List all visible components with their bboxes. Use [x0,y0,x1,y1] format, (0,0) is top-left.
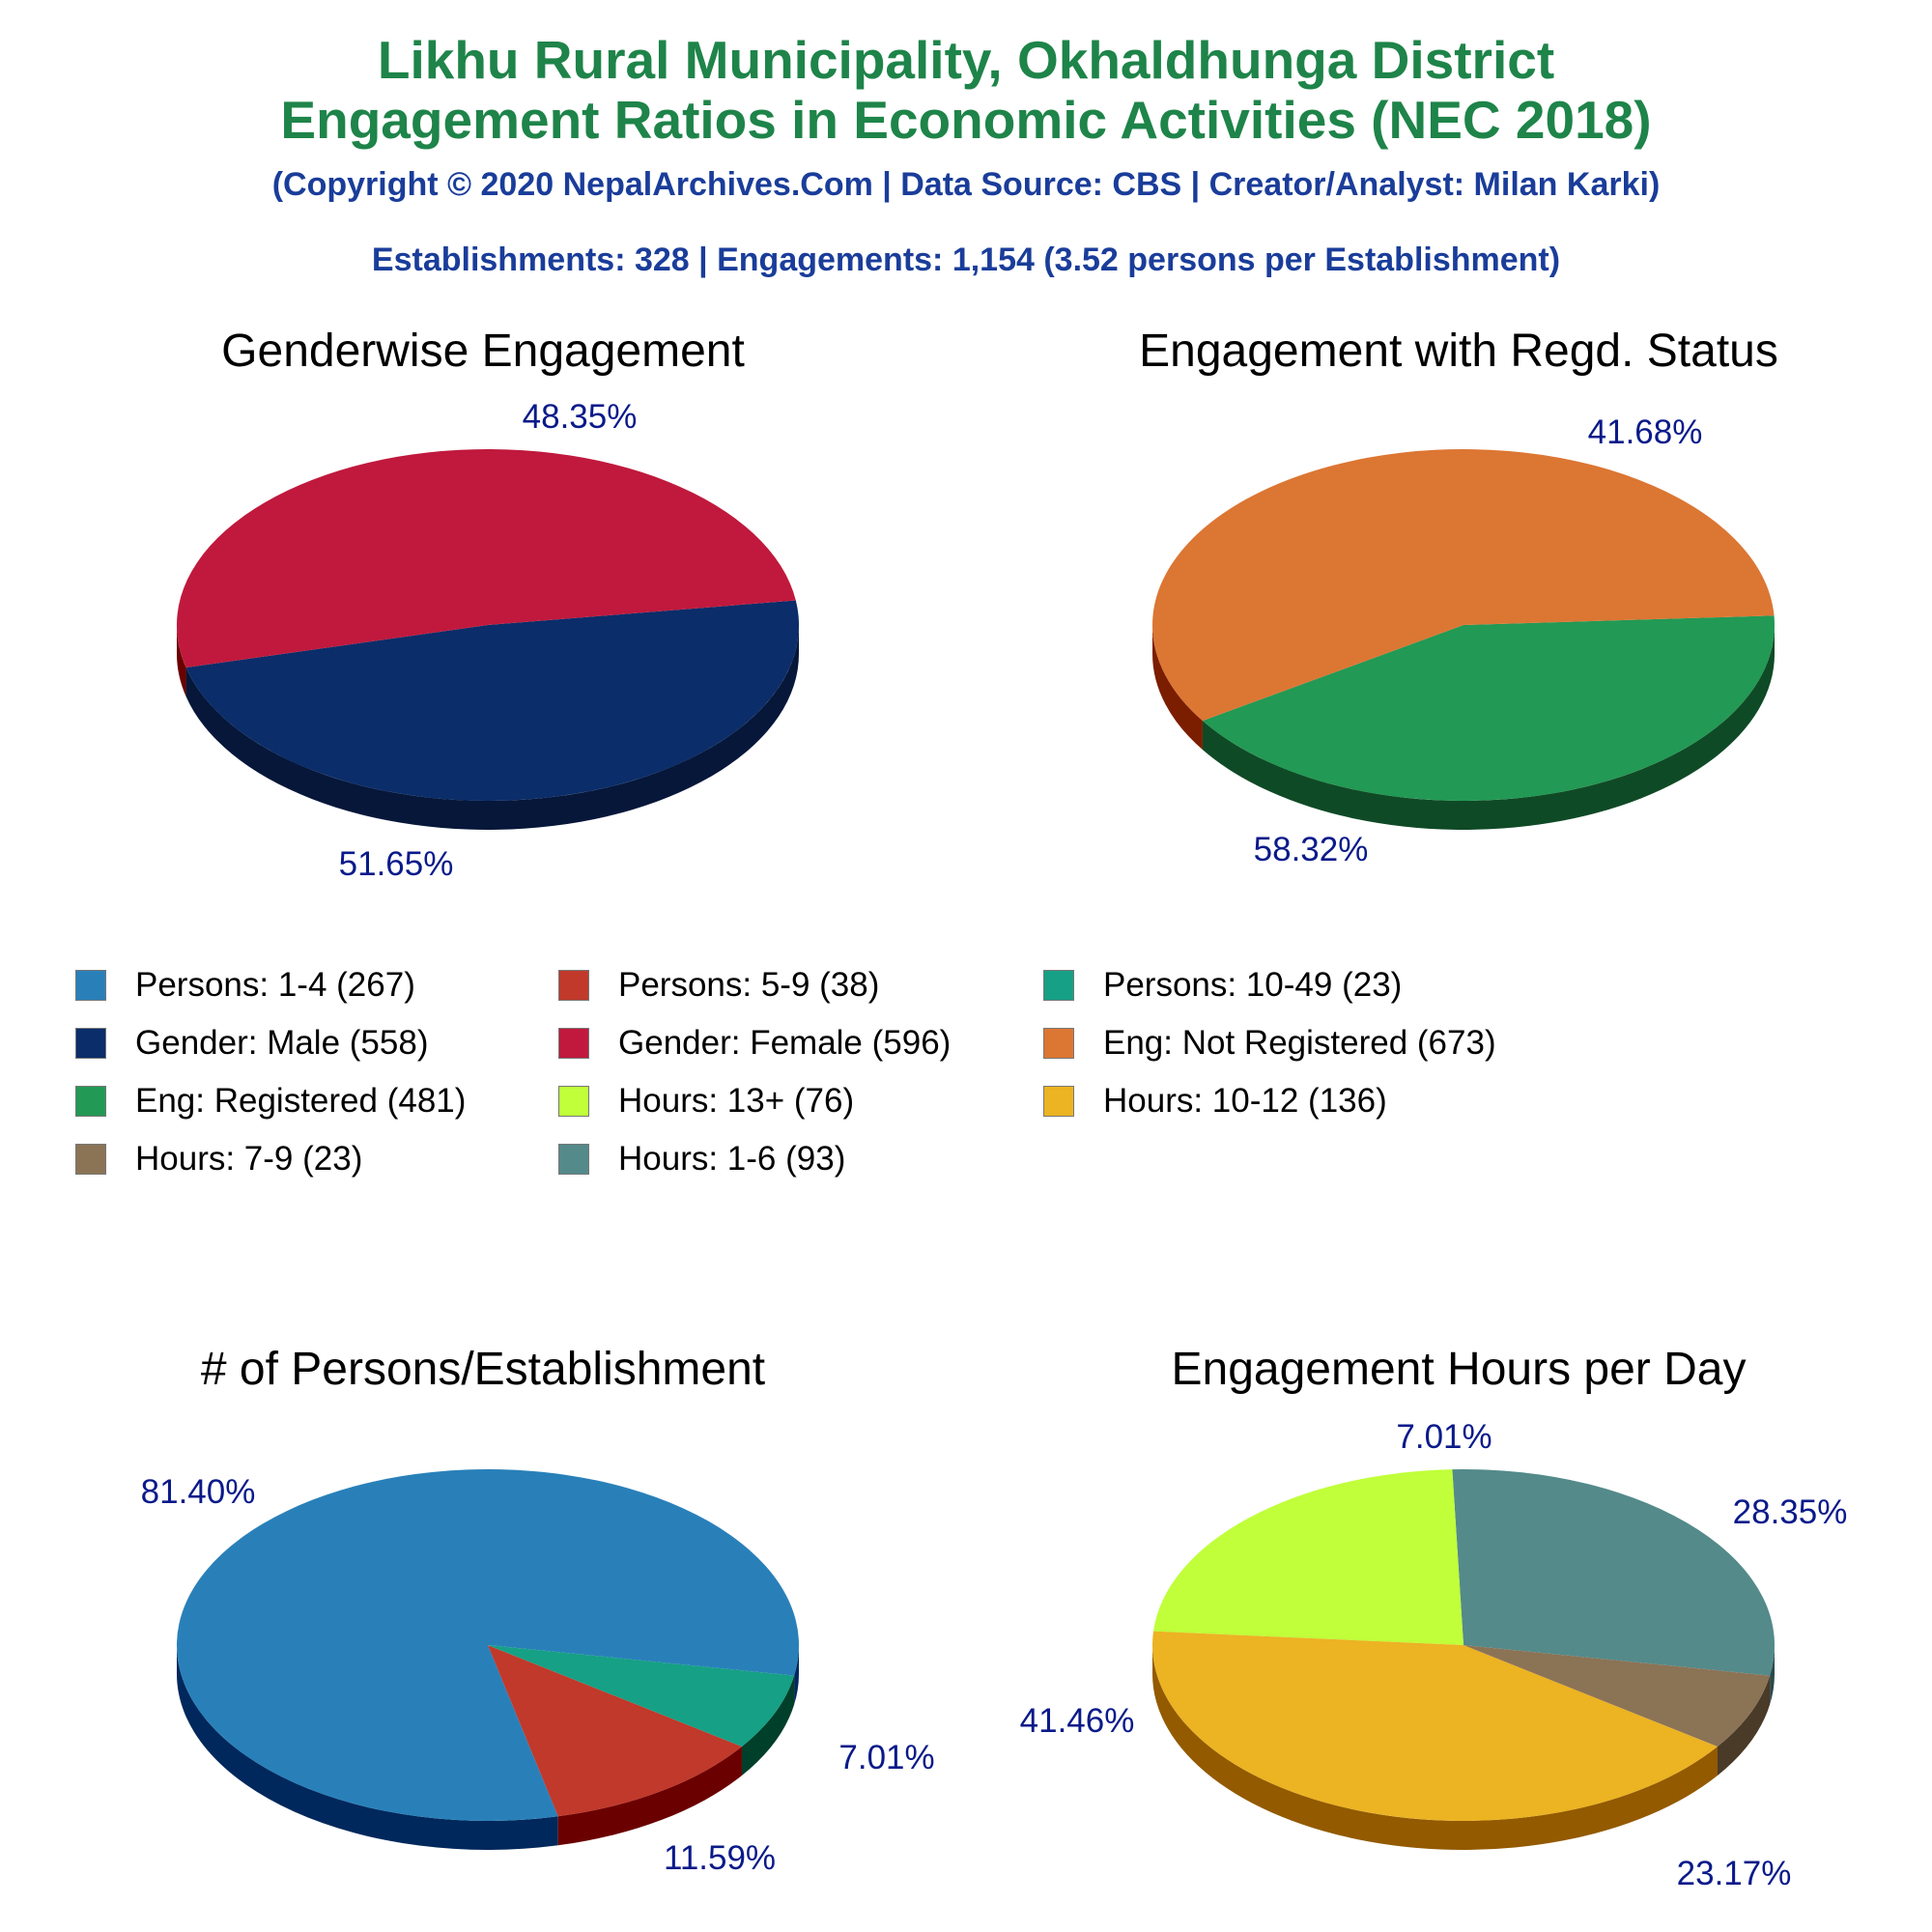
legend-swatch [1043,1028,1074,1059]
legend-label: Hours: 13+ (76) [618,1082,855,1120]
pie-3-slice-1 [177,1468,800,1822]
pie-3-slice-2 [488,1645,742,1817]
pie-1-slice-2 [177,449,796,668]
legend-swatch [1043,1086,1074,1117]
legend-label: Hours: 7-9 (23) [135,1140,363,1178]
legend-swatch [75,970,106,1001]
chart-title-persons: # of Persons/Establishment [200,1344,766,1395]
legend-swatch [1043,970,1074,1001]
legend-label: Persons: 1-4 (267) [135,966,415,1004]
pie-4 [1151,1468,1775,1851]
pie-4-slice-4 [1463,1645,1771,1747]
legend-swatch [75,1144,106,1175]
legend-swatch [558,970,589,1001]
pie-4-percent-label-2: 23.17% [1676,1855,1792,1892]
summary-line: Establishments: 328 | Engagements: 1,154… [371,242,1561,278]
legend-item: Eng: Registered (481) [75,1082,466,1121]
main-title-line-2: Engagement Ratios in Economic Activities… [280,90,1652,150]
pie-4-slice-1 [1452,1468,1775,1676]
legend-item: Gender: Male (558) [75,1024,428,1063]
legend-label: Persons: 10-49 (23) [1103,966,1403,1004]
legend-swatch [75,1086,106,1117]
pie-1-percent-label-1: 48.35% [522,398,638,436]
copyright-line: (Copyright © 2020 NepalArchives.Com | Da… [271,166,1661,203]
pie-3 [177,1468,800,1850]
legend-item: Hours: 10-12 (136) [1043,1082,1387,1121]
pie-4-side-4 [1717,1675,1771,1776]
pie-2-percent-label-1: 41.68% [1587,413,1703,451]
legend-item: Hours: 7-9 (23) [75,1140,362,1179]
legend-label: Eng: Not Registered (673) [1103,1024,1496,1062]
pie-3-side-1 [177,1645,558,1850]
legend-item: Hours: 1-6 (93) [558,1140,845,1179]
chart-title-hours: Engagement Hours per Day [1171,1344,1747,1395]
pie-4-slice-2 [1152,1469,1463,1645]
legend-item: Gender: Female (596) [558,1024,951,1063]
legend-swatch [75,1028,106,1059]
legend-label: Gender: Female (596) [618,1024,952,1062]
legend-swatch [558,1028,589,1059]
pie-2 [1151,448,1775,830]
legend-swatch [558,1086,589,1117]
legend-item: Persons: 5-9 (38) [558,966,879,1005]
legend-label: Persons: 5-9 (38) [618,966,880,1004]
pie-4-percent-label-4: 7.01% [1396,1418,1492,1456]
legend-label: Hours: 10-12 (136) [1103,1082,1387,1120]
pie-3-side-1 [794,1645,800,1705]
pie-3-slice-3 [488,1645,795,1747]
legend-label: Eng: Registered (481) [135,1082,467,1120]
legend: Persons: 1-4 (267) Persons: 5-9 (38) Perso… [75,966,1911,1217]
pie-3-side-3 [741,1675,795,1776]
pie-4-percent-label-3: 41.46% [1019,1702,1135,1740]
pie-3-percent-label-2: 11.59% [663,1839,777,1877]
pie-4-percent-label-1: 28.35% [1732,1493,1848,1531]
pie-2-side-1 [1202,625,1775,830]
pie-2-percent-label-2: 58.32% [1253,831,1369,868]
pie-4-side-1 [1770,1645,1775,1705]
main-title-line-1: Likhu Rural Municipality, Okhaldhunga Di… [377,30,1555,90]
pie-1-slice-1 [185,600,800,802]
chart-title-regd: Engagement with Regd. Status [1139,326,1778,377]
legend-item: Hours: 13+ (76) [558,1082,854,1121]
pie-4-side-3 [1151,1645,1718,1851]
pie-3-percent-label-1: 81.40% [140,1473,256,1511]
pie-1-side-2 [177,625,186,697]
pie-4-slice-3 [1152,1631,1718,1822]
pie-1-side-1 [185,625,800,831]
pie-1 [177,449,800,831]
pie-2-slice-2 [1151,448,1775,722]
pie-2-side-2 [1152,625,1203,751]
pie-1-percent-label-2: 51.65% [338,845,454,883]
legend-item: Persons: 10-49 (23) [1043,966,1402,1005]
pie-3-side-2 [557,1747,742,1846]
pie-3-percent-label-3: 7.01% [838,1739,935,1776]
legend-item: Eng: Not Registered (673) [1043,1024,1496,1063]
legend-item: Persons: 1-4 (267) [75,966,415,1005]
legend-label: Hours: 1-6 (93) [618,1140,846,1178]
pie-2-slice-1 [1202,615,1775,801]
legend-label: Gender: Male (558) [135,1024,429,1062]
legend-swatch [558,1144,589,1175]
chart-title-gender: Genderwise Engagement [221,326,745,377]
